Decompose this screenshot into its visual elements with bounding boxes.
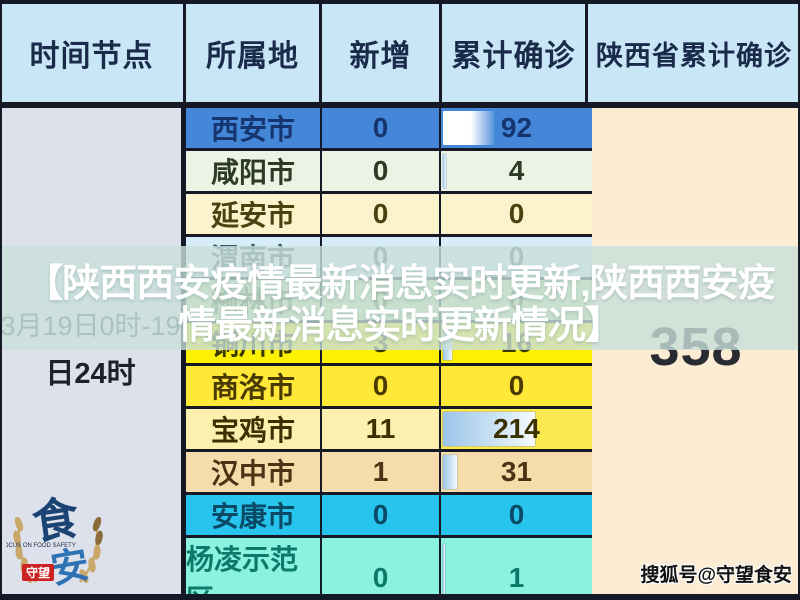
logo-ribbon: 守望 <box>22 564 54 581</box>
cumulative-cell: 4 <box>441 151 592 191</box>
headline-band <box>0 246 800 350</box>
new-cases-cell: 0 <box>322 151 441 191</box>
top-border <box>0 0 800 4</box>
cumulative-cell: 0 <box>441 366 592 406</box>
cumulative-cell: 31 <box>441 452 592 492</box>
left-border <box>0 0 2 600</box>
cumulative-cell: 214 <box>441 409 592 449</box>
header-new-cases: 新增 <box>322 4 442 102</box>
logo-char-top: 食 <box>29 492 83 549</box>
time-period-line2: 日24时 <box>45 358 136 390</box>
table-row: 商洛市 0 0 <box>186 366 592 409</box>
cumulative-cell: 1 <box>441 538 592 600</box>
cumulative-cell: 0 <box>441 194 592 234</box>
header-cumulative: 累计确诊 <box>442 4 588 102</box>
cumulative-cell: 0 <box>441 495 592 535</box>
new-cases-cell: 0 <box>322 538 441 600</box>
headline-line2: 情最新消息实时更新情况】 <box>177 305 623 347</box>
new-cases-cell: 0 <box>322 194 441 234</box>
bottom-border <box>0 594 800 600</box>
new-cases-cell: 1 <box>322 452 441 492</box>
city-cell: 西安市 <box>186 108 322 148</box>
city-cell: 宝鸡市 <box>186 409 322 449</box>
header-province-cumulative: 陕西省累计确诊 <box>596 40 792 71</box>
right-border <box>798 0 800 600</box>
header-location: 所属地 <box>186 4 322 102</box>
city-cell: 商洛市 <box>186 366 322 406</box>
table-row: 咸阳市 0 4 <box>186 151 592 194</box>
data-bar <box>443 544 445 600</box>
header-row: 时间节点 所属地 新增 累计确诊 陕西省累计确诊 <box>0 4 800 108</box>
food-safety-logo: 食 FOCUS ON FOOD SAFETY 安 守望 <box>6 492 103 592</box>
table-row: 汉中市 1 31 <box>186 452 592 495</box>
city-cell: 咸阳市 <box>186 151 322 191</box>
table-row: 宝鸡市 11 214 <box>186 409 592 452</box>
city-cell: 汉中市 <box>186 452 322 492</box>
city-cell: 安康市 <box>186 495 322 535</box>
svg-text:守望: 守望 <box>26 565 50 580</box>
city-cell: 杨凌示范区 <box>186 538 322 600</box>
city-cell: 延安市 <box>186 194 322 234</box>
table-row: 延安市 0 0 <box>186 194 592 237</box>
table-body: 西安市092咸阳市04延安市00渭南市00榆林市00铜川市316商洛市00宝鸡市… <box>186 108 592 600</box>
time-period-cell: 3月19日0时-19 日24时 食 FOCUS ON FOOD SAFETY 安 <box>0 108 186 594</box>
data-bar <box>443 412 536 446</box>
data-bar <box>443 455 457 489</box>
table-row: 安康市 0 0 <box>186 495 592 538</box>
data-bar <box>443 111 495 145</box>
header-time-node: 时间节点 <box>0 4 186 102</box>
table-row: 西安市 0 92 <box>186 108 592 151</box>
new-cases-cell: 0 <box>322 108 441 148</box>
logo-char-bottom: 安 <box>48 544 93 592</box>
logo-subtext: FOCUS ON FOOD SAFETY <box>6 543 76 549</box>
sohu-watermark: 搜狐号@守望食安 <box>640 565 792 586</box>
data-bar <box>443 154 447 188</box>
province-total-cell: 358 搜狐号@守望食安 <box>588 108 800 594</box>
headline-line1: 【陕西西安疫情最新消息实时更新,陕西西安疫 <box>25 263 776 305</box>
cumulative-cell: 92 <box>441 108 592 148</box>
table-row: 杨凌示范区 0 1 <box>186 538 592 600</box>
new-cases-cell: 0 <box>322 366 441 406</box>
new-cases-cell: 11 <box>322 409 441 449</box>
new-cases-cell: 0 <box>322 495 441 535</box>
